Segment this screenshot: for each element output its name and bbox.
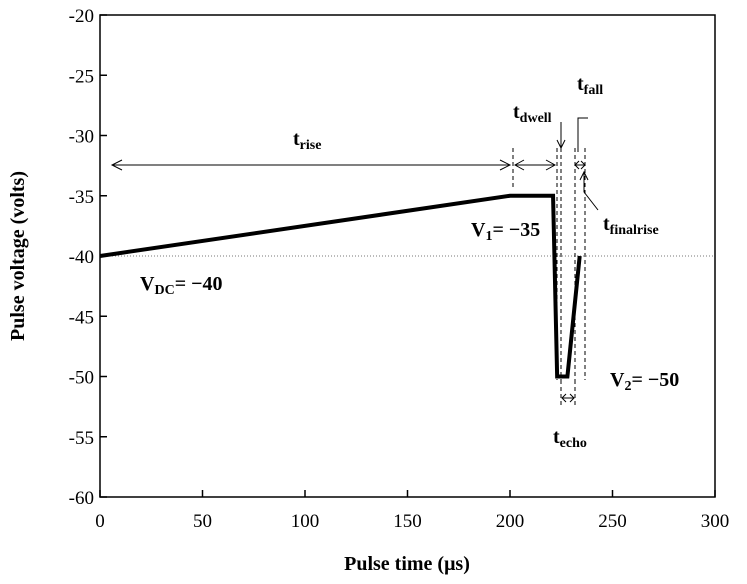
- t-echo-arrow: [561, 393, 575, 403]
- y-tick-label: -50: [69, 368, 94, 389]
- y-axis-title: Pulse voltage (volts): [7, 171, 29, 341]
- y-tick-label: -55: [69, 428, 94, 449]
- x-axis-ticks: 0 50 100 150 200 250 300: [95, 490, 729, 532]
- x-tick-label: 50: [193, 511, 212, 532]
- t-fall-bracket: [574, 117, 588, 170]
- label-v-1: V1= −35: [471, 219, 540, 244]
- x-axis-title: Pulse time (μs): [344, 553, 470, 575]
- t-dwell-arrow: [513, 159, 557, 171]
- x-tick-label: 150: [393, 511, 422, 532]
- y-tick-label: -35: [69, 187, 94, 208]
- label-t-dwell: tdwell: [513, 101, 552, 126]
- y-tick-label: -60: [69, 488, 94, 509]
- label-v-2: V2= −50: [610, 369, 679, 394]
- y-tick-label: -25: [69, 66, 94, 87]
- label-v-dc: VDC= −40: [140, 273, 222, 298]
- y-tick-label: -30: [69, 127, 94, 148]
- y-tick-label: -45: [69, 307, 94, 328]
- x-tick-label: 300: [701, 511, 730, 532]
- label-t-finalrise: tfinalrise: [603, 213, 659, 238]
- t-dwell-pointer: [556, 122, 566, 150]
- pulse-voltage-line: [99, 193, 582, 379]
- y-axis-ticks: -20 -25 -30 -35 -40 -45 -50 -55 -60: [69, 6, 107, 509]
- dwell-fall-guides: [512, 148, 586, 408]
- y-tick-label: -40: [69, 247, 94, 268]
- label-t-echo: techo: [553, 426, 587, 451]
- x-tick-label: 0: [95, 511, 105, 532]
- x-tick-label: 200: [496, 511, 525, 532]
- label-t-fall: tfall: [577, 73, 603, 98]
- label-t-rise: trise: [293, 128, 321, 153]
- t-rise-arrow: [110, 159, 512, 171]
- t-finalrise-pointer: [579, 170, 599, 211]
- x-tick-label: 250: [598, 511, 627, 532]
- x-tick-label: 100: [291, 511, 320, 532]
- y-tick-label: -20: [69, 6, 94, 27]
